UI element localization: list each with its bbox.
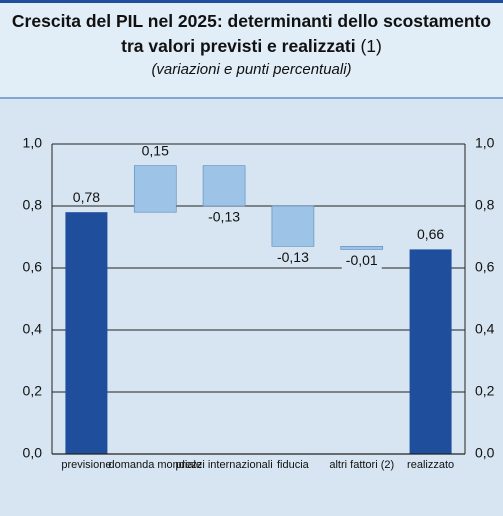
data-label: -0,13 — [208, 209, 240, 225]
data-label: 0,66 — [417, 226, 444, 242]
y2-tick-label: 0,8 — [475, 197, 495, 213]
x-tick-label: previsione — [61, 459, 112, 471]
x-tick-label: fiducia — [277, 459, 309, 471]
y2-tick-label: 0,6 — [475, 259, 495, 275]
data-label: 0,15 — [142, 142, 169, 158]
x-tick-label-box: previsione — [61, 459, 112, 472]
y-tick-label: 0,2 — [23, 383, 43, 399]
data-label: -0,13 — [277, 249, 309, 265]
x-tick-label: altri fattori (2) — [329, 459, 395, 471]
bar — [271, 205, 315, 247]
x-tick-label-box: altri fattori (2) — [329, 459, 394, 472]
y2-tick-label: 0,0 — [475, 445, 495, 461]
data-label: -0,01 — [346, 252, 378, 268]
y-tick-label: 1,0 — [23, 135, 43, 151]
label-bg — [204, 209, 245, 227]
y-tick-label: 0,8 — [23, 197, 43, 213]
header: Crescita del PIL nel 2025: determinanti … — [0, 3, 503, 99]
bar — [65, 212, 108, 454]
y2-tick-label: 0,2 — [475, 383, 495, 399]
x-tick-label: realizzato — [407, 459, 455, 471]
bar — [133, 165, 177, 213]
x-tick-label: prezzi internazionali — [175, 459, 273, 471]
chart-title-block: Crescita del PIL nel 2025: determinanti … — [4, 9, 499, 59]
chart-title: Crescita del PIL nel 2025: determinanti … — [11, 11, 492, 56]
x-tick-label-box: prezzi internazionali — [175, 459, 272, 472]
bar — [202, 165, 246, 207]
title-note: (1) — [360, 36, 382, 56]
bar — [340, 246, 384, 250]
bar — [409, 249, 452, 454]
y-tick-label: 0,4 — [23, 321, 43, 337]
label-bg — [341, 252, 382, 271]
y2-tick-label: 1,0 — [475, 135, 495, 151]
top-bar — [0, 0, 503, 3]
y-tick-label: 0,6 — [23, 259, 43, 275]
x-tick-label-box: domanda mondiale — [108, 459, 202, 472]
x-tick-label-box: fiducia — [270, 459, 316, 472]
chart-subtitle: (variazioni e punti percentuali) — [151, 61, 352, 78]
data-label: 0,78 — [73, 189, 100, 205]
x-tick-label: domanda mondiale — [108, 459, 203, 471]
x-tick-label-box: realizzato — [407, 459, 455, 472]
label-bg — [272, 249, 313, 268]
y2-tick-label: 0,4 — [475, 321, 495, 337]
y-tick-label: 0,0 — [23, 445, 43, 461]
